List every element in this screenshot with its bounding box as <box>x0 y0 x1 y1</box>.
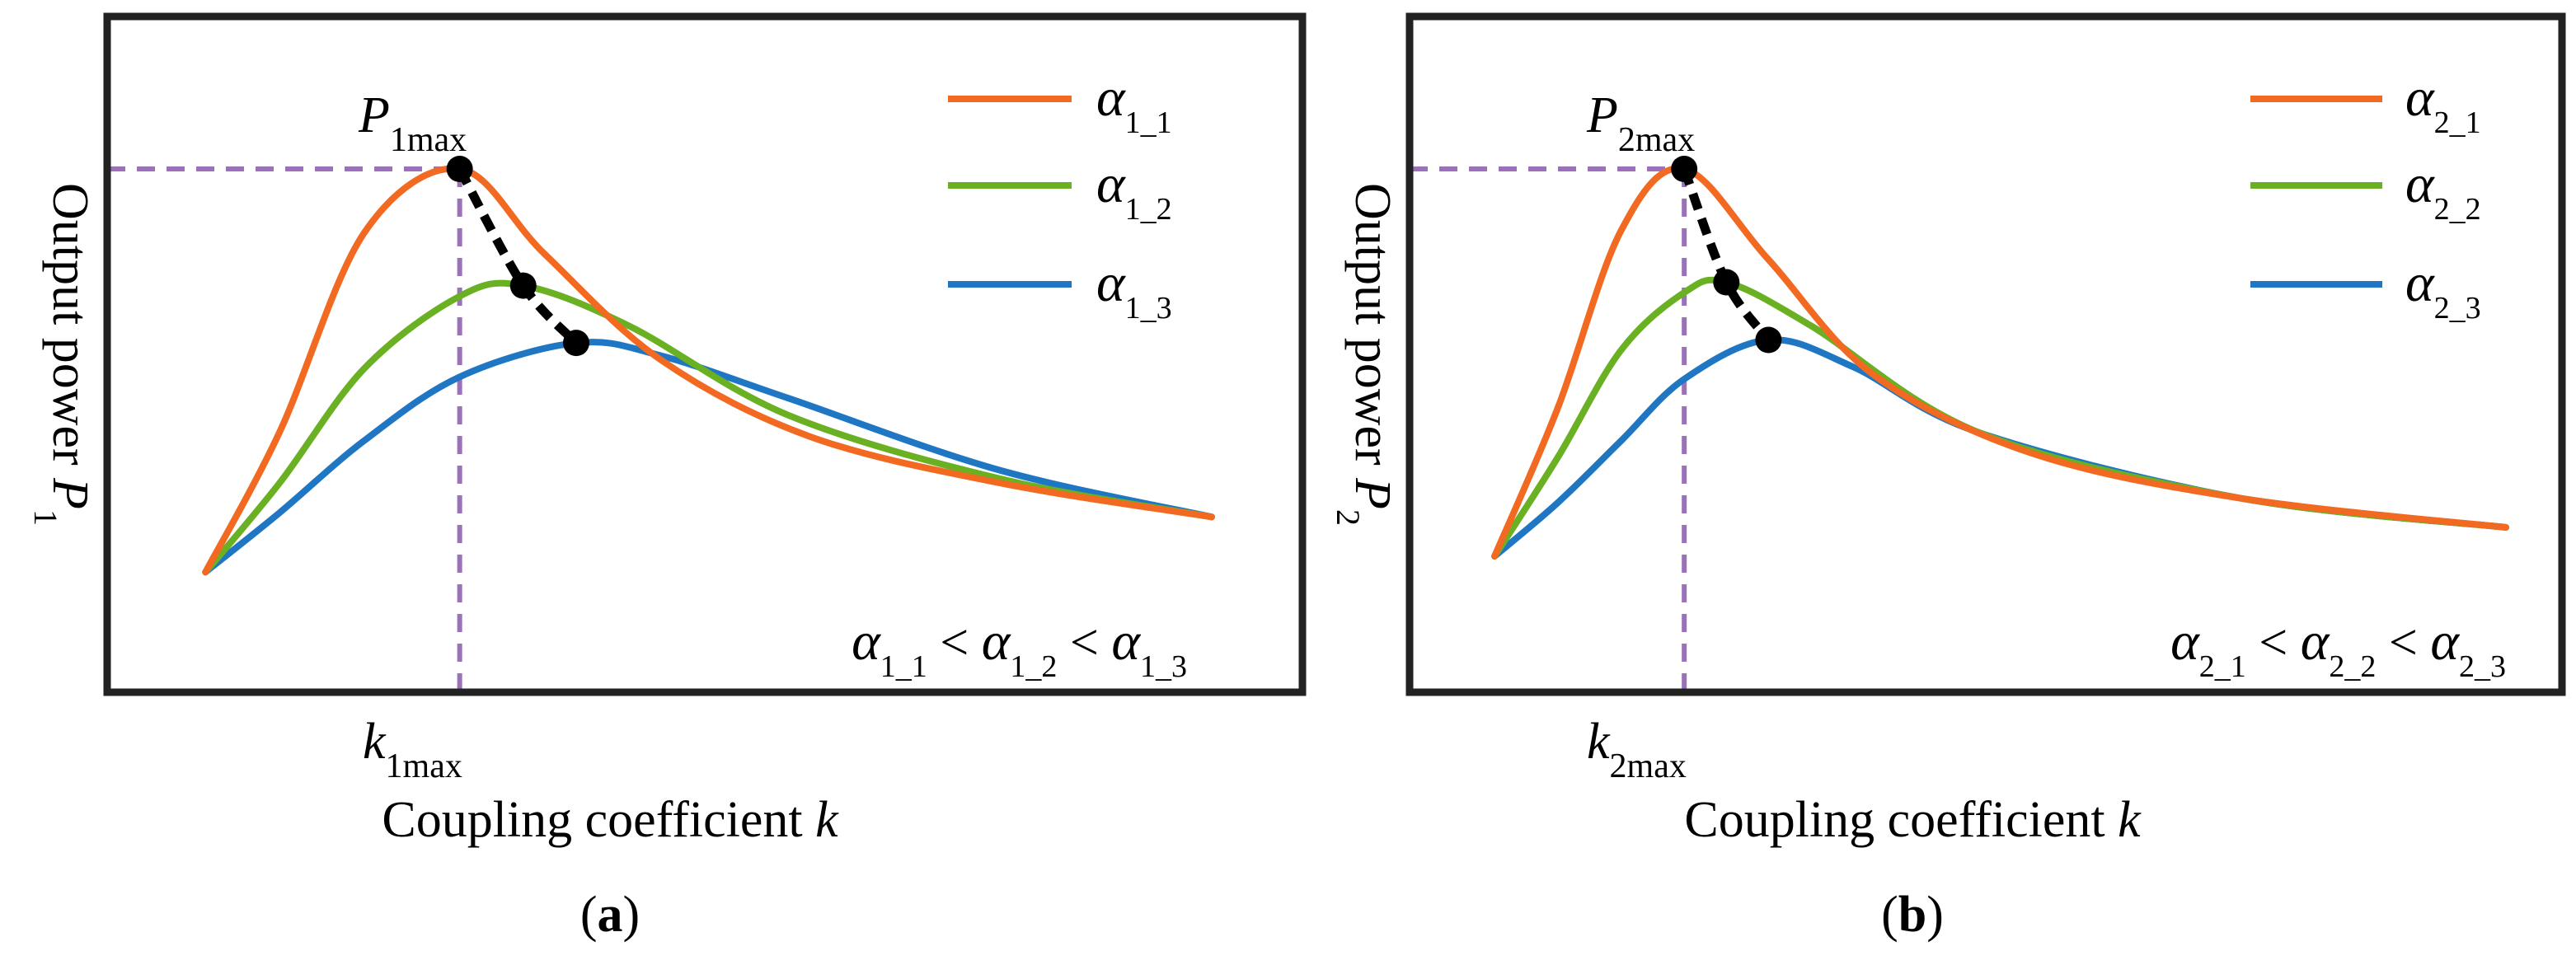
panel-b-legend-label-2: α2_2 <box>2405 154 2481 227</box>
panel-b-label: (b) <box>1881 887 1944 943</box>
panel-b-x-marker-label: k2max <box>1587 714 1687 785</box>
panel-b-x-axis-title: Coupling coefficient k <box>1684 792 2142 848</box>
panel-b-peak-point-3 <box>1755 326 1782 354</box>
panel-b-series-line-3 <box>1491 336 2509 560</box>
panel-b-peak-point-1 <box>1671 156 1698 182</box>
panel-a-x-axis-title: Coupling coefficient k <box>382 792 839 848</box>
panel-a-legend-label-2: α1_2 <box>1096 154 1172 227</box>
panel-a-y-axis-title: Output power P1 <box>28 183 99 526</box>
panel-b-annotation: α2_1 < α2_2 < α2_3 <box>2170 611 2506 684</box>
panel-b-legend-label-1: α2_1 <box>2405 68 2481 140</box>
panel-a-peak-trace <box>455 166 580 346</box>
panel-a-peak-point-2 <box>509 272 537 299</box>
panel-b-y-axis-title: Output power P2 <box>1330 183 1401 526</box>
panel-a-peak-point-3 <box>563 330 589 357</box>
panel-a: α1_1 α1_2 α1_3 α1_1 < α1_2 < α1_3 P1max k1… <box>28 12 1307 943</box>
panel-a-legend-label-1: α1_1 <box>1096 68 1172 140</box>
panel-a-label: (a) <box>580 887 640 943</box>
panel-b-peak-point-2 <box>1713 269 1740 296</box>
panel-b-frame <box>1405 12 2566 696</box>
panel-b-series-line-1 <box>1491 165 2509 560</box>
panel-b: α2_1 α2_2 α2_3 α2_1 < α2_2 < α2_3 P2max k2… <box>1330 12 2566 943</box>
panel-a-frame <box>103 12 1307 696</box>
panel-a-x-marker-label: k1max <box>363 714 462 785</box>
panel-b-legend-label-3: α2_3 <box>2405 253 2481 326</box>
panel-b-plot-area <box>1410 156 2509 692</box>
panel-b-peak-label: P2max <box>1586 87 1695 159</box>
panel-a-annotation: α1_1 < α1_2 < α1_3 <box>852 611 1187 684</box>
panel-a-series-line-1 <box>202 165 1215 576</box>
panel-a-series-line-3 <box>202 339 1215 576</box>
panel-a-series-line-2 <box>202 279 1215 576</box>
panel-a-plot-area <box>107 156 1215 692</box>
panel-a-peak-label: P1max <box>358 87 467 159</box>
panel-a-legend-label-3: α1_3 <box>1096 253 1172 326</box>
panel-a-peak-point-1 <box>446 156 473 182</box>
panel-b-legend: α2_1 α2_2 α2_3 <box>2250 68 2481 326</box>
panel-b-peak-trace <box>1680 167 1772 343</box>
panel-a-legend: α1_1 α1_2 α1_3 <box>948 68 1172 326</box>
